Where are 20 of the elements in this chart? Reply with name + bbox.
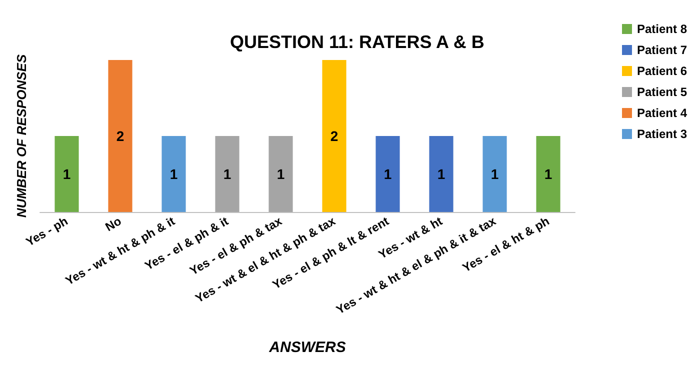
legend-label: Patient 4: [636, 106, 688, 120]
data-label: 1: [170, 166, 178, 182]
x-tick-label: No: [102, 214, 124, 234]
data-label: 1: [437, 166, 446, 182]
data-label: 1: [223, 166, 232, 182]
data-label: 2: [116, 128, 124, 144]
legend-label: Patient 8: [636, 22, 688, 36]
y-axis-title: NUMBER OF RESPONSES: [14, 54, 29, 218]
x-axis-title: ANSWERS: [268, 339, 346, 356]
data-label: 1: [544, 166, 552, 182]
data-label: 1: [276, 166, 285, 182]
legend-label: Patient 6: [636, 64, 688, 78]
chart-title: QUESTION 11: RATERS A & B: [230, 32, 484, 52]
data-label: 1: [62, 166, 71, 182]
legend-label: Patient 3: [636, 127, 688, 141]
legend-label: Patient 5: [636, 85, 688, 99]
data-label: 1: [490, 166, 499, 182]
legend-label: Patient 7: [636, 43, 688, 57]
data-label: 2: [330, 128, 338, 144]
data-label: 1: [384, 166, 392, 182]
